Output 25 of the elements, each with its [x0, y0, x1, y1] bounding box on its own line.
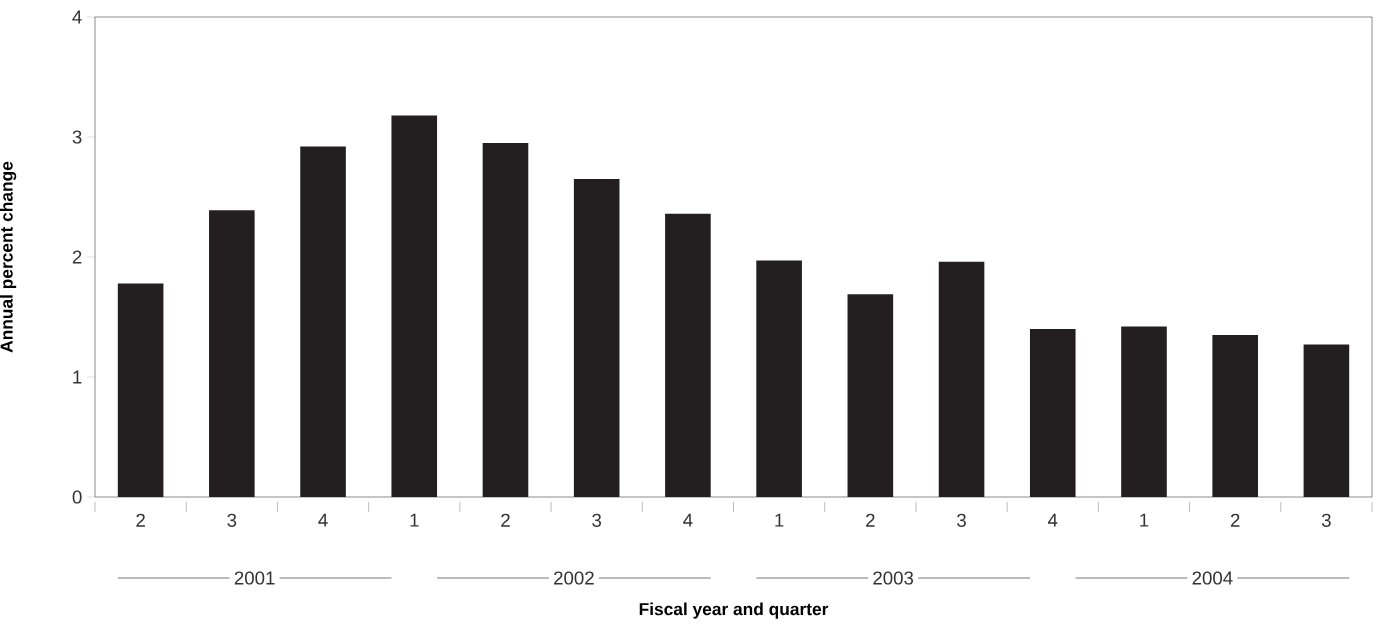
text: 2004 — [1192, 571, 1233, 585]
y-tick-label: 4 — [72, 10, 82, 24]
x-tick-label: 3 — [957, 513, 966, 527]
text: 2003 — [873, 571, 914, 585]
x-tick-label: 2 — [866, 513, 875, 527]
x-tick-label: 1 — [775, 513, 784, 527]
y-tick-label: 3 — [72, 130, 82, 144]
x-tick-label: 2 — [501, 513, 510, 527]
x-tick-label: 4 — [683, 513, 693, 527]
y-tick-label: 1 — [73, 370, 82, 384]
x-tick-label: 4 — [318, 513, 328, 527]
y-tick-label: 0 — [72, 490, 82, 504]
y-tick-label: 2 — [72, 250, 82, 264]
x-tick-label: 1 — [1140, 513, 1149, 527]
text: 2002 — [554, 571, 594, 585]
text: 2001 — [234, 571, 275, 585]
x-tick-label: 2 — [1230, 513, 1240, 527]
x-tick-label: 1 — [410, 513, 419, 527]
x-axis-title: Fiscal year and quarter — [639, 602, 829, 619]
x-tick-label: 2 — [136, 513, 145, 527]
x-tick-label: 3 — [1321, 513, 1331, 527]
x-tick-label: 3 — [592, 513, 602, 527]
x-tick-label: 4 — [1047, 513, 1058, 527]
x-tick-label: 3 — [227, 513, 237, 527]
y-axis-title: Annual percent change — [0, 161, 17, 353]
